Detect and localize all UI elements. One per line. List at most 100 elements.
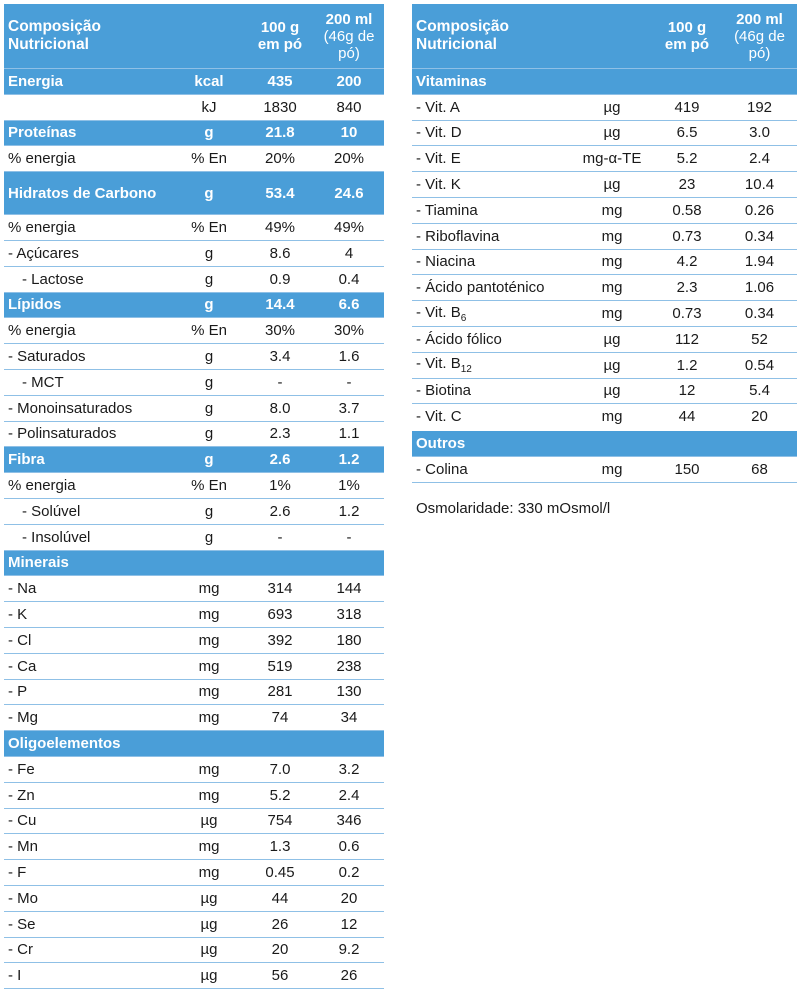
header-col-200ml-line1: 200 ml — [736, 10, 783, 28]
row-value-200ml-text: 192 — [746, 98, 773, 116]
row-label: - Solúvel — [4, 498, 172, 525]
header-col-100g: 100 g em pó — [246, 4, 314, 69]
row-unit-text: mg — [198, 631, 220, 649]
row-value-200ml-text: 1.6 — [338, 348, 360, 366]
row-value-100g-text: 0.73 — [672, 227, 702, 245]
row-label: - Riboflavina — [412, 223, 572, 250]
row-label: - Insolúvel — [4, 524, 172, 551]
row-value-100g: 2.6 — [246, 498, 314, 525]
row-value-100g-text: - — [277, 373, 283, 391]
row-unit-text: µg — [200, 812, 218, 830]
row-value-100g-text: 112 — [675, 330, 699, 348]
row-value-100g: 392 — [246, 627, 314, 654]
row-value-100g-text: 0.45 — [265, 864, 295, 881]
row-value-200ml: 130 — [314, 679, 384, 706]
row-unit-text: mg — [198, 606, 220, 624]
row-unit — [172, 730, 246, 757]
table-row: - Vit. E mg-α-TE 5.2 2.4 — [412, 145, 797, 173]
table-row: - I µg 56 26 — [4, 962, 384, 990]
row-label-text: - I — [8, 967, 22, 985]
row-label: - Vit. A — [412, 94, 572, 121]
row-unit-text: µg — [603, 356, 621, 374]
section-header-row: Energia kcal 435 200 — [4, 68, 384, 95]
row-unit — [572, 429, 652, 457]
row-value-100g-text: 44 — [271, 889, 289, 907]
row-value-100g-text: 1.2 — [676, 356, 698, 374]
row-label-text: Outros — [416, 435, 466, 453]
row-value-200ml-text: 3.0 — [749, 124, 770, 142]
row-unit-text: µg — [603, 382, 621, 400]
row-value-100g-text: 4.2 — [676, 253, 698, 271]
row-value-100g-text: 2.6 — [269, 451, 291, 469]
table-row: - F mg 0.45 0.2 — [4, 859, 384, 886]
row-unit-text: g — [204, 124, 214, 142]
row-unit: g — [172, 171, 246, 216]
section-header-row: Oligoelementos — [4, 730, 384, 757]
row-value-100g: 1% — [246, 472, 314, 499]
table-row: - Cu µg 754 346 — [4, 808, 384, 835]
row-label: - Tiamina — [412, 197, 572, 224]
row-value-100g-text: 74 — [271, 709, 289, 727]
table-row: - P mg 281 130 — [4, 679, 384, 706]
table-row: - Mg mg 74 34 — [4, 704, 384, 732]
row-unit: µg — [572, 171, 652, 198]
row-value-100g: 74 — [246, 704, 314, 732]
row-value-100g: 0.73 — [652, 223, 722, 250]
table-row: - Solúvel g 2.6 1.2 — [4, 498, 384, 525]
row-unit-text: g — [204, 502, 214, 520]
table-row: - Biotina µg 12 5.4 — [412, 378, 797, 405]
header-col-100g: 100 g em pó — [652, 4, 722, 69]
table-row: - Monoinsaturados g 8.0 3.7 — [4, 395, 384, 422]
row-value-100g-text: 1% — [269, 477, 291, 495]
row-value-100g-text: 693 — [267, 606, 293, 624]
table-row: - Ácido fólico µg 112 52 — [412, 326, 797, 353]
row-value-200ml: 200 — [314, 68, 384, 95]
row-value-200ml: 1.94 — [722, 249, 797, 276]
row-unit-text: mg — [198, 683, 220, 701]
row-value-200ml-text: 68 — [751, 460, 768, 478]
row-value-200ml-text: 180 — [336, 631, 362, 649]
row-value-100g: 21.8 — [246, 120, 314, 147]
row-value-100g: 150 — [652, 456, 722, 483]
row-value-100g: 0.45 — [246, 859, 314, 886]
row-unit-text: g — [204, 348, 214, 366]
row-value-100g: 519 — [246, 653, 314, 680]
header-col-100g-line1: 100 g — [667, 19, 707, 36]
row-label-text: - Tiamina — [416, 201, 478, 219]
row-value-200ml: 5.4 — [722, 378, 797, 405]
row-unit-text: mg — [198, 786, 220, 804]
row-value-100g-text: 1830 — [263, 98, 297, 116]
row-unit-text: µg — [200, 889, 218, 907]
row-label-text: - Mo — [8, 889, 38, 907]
header-col-200ml-line2: (46g de pó) — [323, 27, 375, 62]
row-value-200ml: 180 — [314, 627, 384, 654]
row-unit: % En — [172, 317, 246, 345]
row-unit: µg — [572, 352, 652, 379]
row-unit-text: mg — [601, 279, 623, 297]
row-value-200ml-text: 52 — [751, 330, 768, 348]
row-value-200ml-text: 1.2 — [338, 502, 360, 520]
table-row: - Mn mg 1.3 0.6 — [4, 833, 384, 861]
row-value-100g — [246, 730, 314, 757]
row-label: - Colina — [412, 456, 572, 483]
row-value-100g: 1.3 — [246, 833, 314, 861]
osmolarity-note: Osmolaridade: 330 mOsmol/l — [416, 500, 611, 517]
nutrition-table-right: Composição Nutricional 100 g em pó 200 m… — [412, 4, 797, 483]
row-label: - K — [4, 601, 172, 628]
table-row: - Na mg 314 144 — [4, 575, 384, 603]
row-value-100g: 1830 — [246, 94, 314, 121]
row-value-200ml-text: 3.2 — [338, 760, 360, 778]
row-label-text: - Vit. B — [416, 303, 461, 321]
row-label-text: % energia — [8, 477, 76, 495]
row-label: - Fe — [4, 756, 172, 783]
row-unit-text: g — [204, 296, 214, 314]
row-value-100g: 6.5 — [652, 120, 722, 147]
row-value-200ml: 1% — [314, 472, 384, 499]
row-value-100g — [246, 550, 314, 577]
row-value-200ml: 840 — [314, 94, 384, 121]
row-value-200ml-text: 1.94 — [744, 253, 775, 271]
row-label-text: Proteínas — [8, 124, 77, 142]
row-unit — [572, 68, 652, 95]
table-row: - Se µg 26 12 — [4, 911, 384, 938]
row-value-100g: 5.2 — [652, 145, 722, 173]
